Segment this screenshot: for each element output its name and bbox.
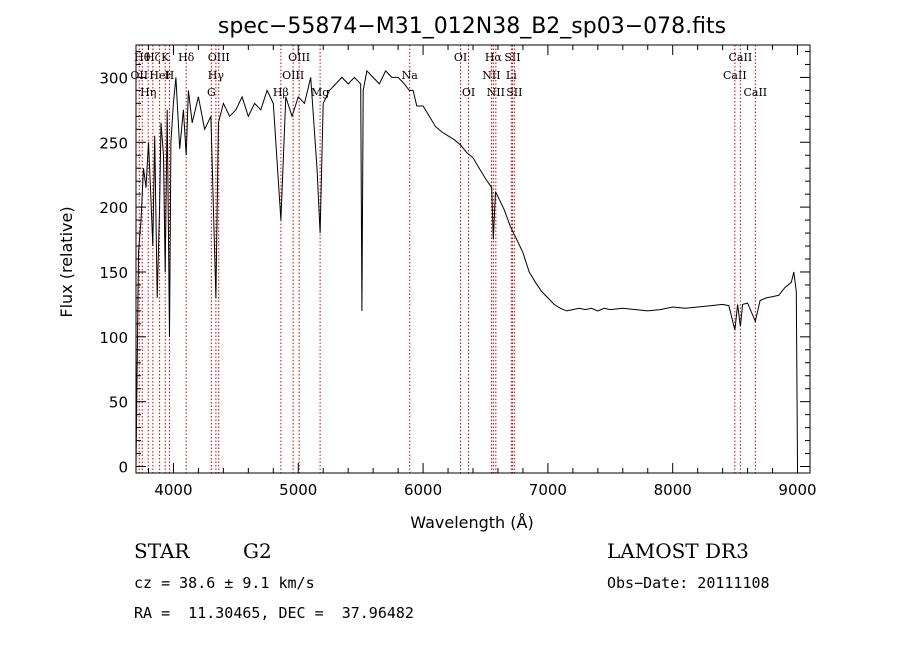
marker-label: OIII: [288, 51, 310, 64]
coordinates: RA = 11.30465, DEC = 37.96482: [134, 604, 414, 622]
observation-date: Obs−Date: 20111108: [607, 574, 770, 592]
y-tick-label: 100: [99, 329, 128, 347]
object-subclass: G2: [243, 539, 272, 563]
y-tick-label: 50: [109, 394, 128, 412]
marker-label: Hθ: [134, 51, 151, 64]
marker-label: Hδ: [178, 51, 195, 64]
marker-label: Mg: [311, 86, 329, 99]
x-tick-label: 7000: [529, 481, 567, 499]
y-axis-label: Flux (relative): [57, 206, 76, 317]
marker-label: CaII: [723, 69, 747, 82]
marker-label: CaII: [729, 51, 753, 64]
y-tick-label: 200: [99, 199, 128, 217]
redshift-velocity: cz = 38.6 ± 9.1 km/s: [134, 574, 315, 592]
x-tick-label: 4000: [154, 481, 192, 499]
marker-label: NII: [482, 69, 500, 82]
survey-name: LAMOST DR3: [607, 539, 749, 563]
x-axis-label: Wavelength (Å): [410, 513, 533, 532]
marker-label: HeI: [149, 69, 169, 82]
marker-label: OIII: [282, 69, 304, 82]
x-tick-label: 5000: [279, 481, 317, 499]
y-tick-label: 0: [118, 459, 128, 477]
marker-label: OI: [462, 86, 475, 99]
y-tick-label: 250: [99, 134, 128, 152]
marker-label: OI: [454, 51, 467, 64]
marker-label: Hγ: [208, 69, 225, 82]
marker-label: OII: [130, 69, 148, 82]
marker-label: SII: [504, 51, 520, 64]
marker-label: Hβ: [273, 86, 289, 99]
marker-label: NII: [487, 86, 505, 99]
marker-label: H: [165, 69, 175, 82]
y-tick-label: 300: [99, 69, 128, 87]
marker-label: Li: [506, 69, 517, 82]
plot-frame: [135, 44, 811, 474]
marker-label: OIII: [208, 51, 230, 64]
marker-label: Hη: [140, 86, 156, 99]
chart-title: spec−55874−M31_012N38_B2_sp03−078.fits: [218, 14, 726, 39]
spectrum-series-line: [135, 69, 798, 467]
marker-label: K: [161, 51, 170, 64]
marker-label: CaII: [743, 86, 767, 99]
y-tick-label: 150: [99, 264, 128, 282]
x-tick-label: 9000: [778, 481, 816, 499]
x-tick-label: 6000: [404, 481, 442, 499]
marker-label: Hα: [485, 51, 503, 64]
marker-label: SII: [506, 86, 522, 99]
marker-label: Hζ: [145, 51, 161, 64]
object-class: STAR: [134, 539, 190, 563]
marker-label: G: [207, 86, 216, 99]
axis-ticks: 4000 5000 6000 7000 8000 9000 0 50 100 150 200 250 3…: [99, 45, 817, 499]
x-tick-label: 8000: [654, 481, 692, 499]
marker-label: Na: [402, 69, 419, 82]
